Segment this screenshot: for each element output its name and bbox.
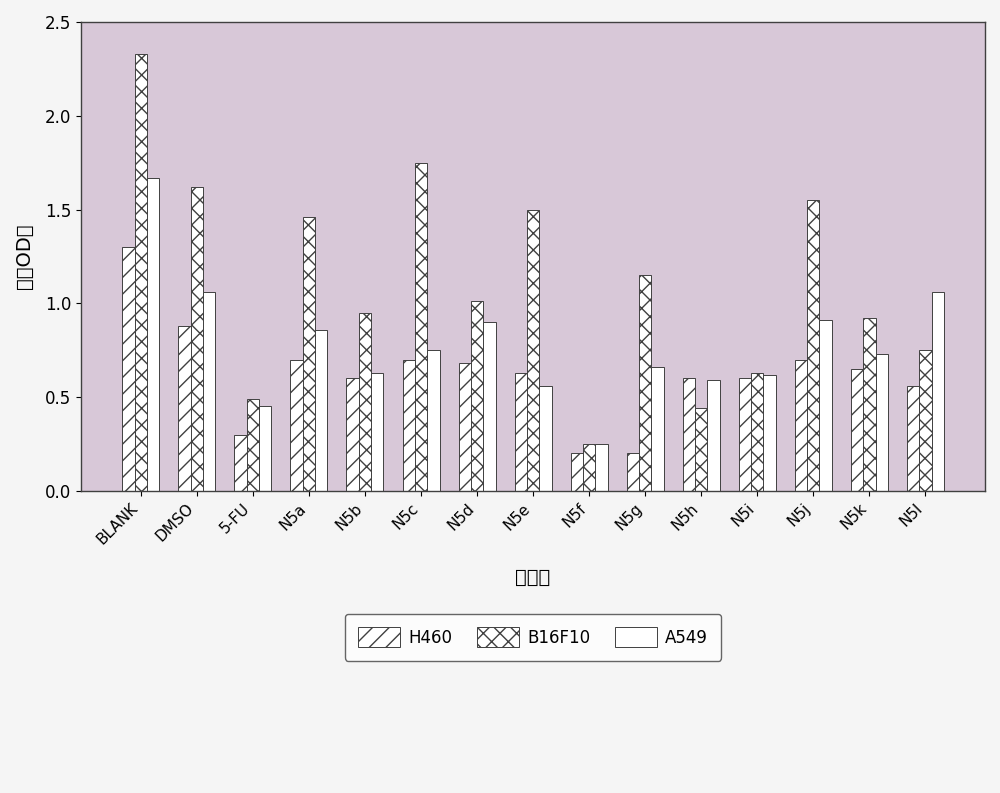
Bar <box>527 209 539 491</box>
Bar <box>147 178 159 491</box>
Bar <box>707 380 720 491</box>
Bar <box>203 292 215 491</box>
Bar <box>627 454 639 491</box>
Bar <box>751 373 763 491</box>
Bar <box>234 435 247 491</box>
Bar <box>191 187 203 491</box>
Legend: H460, B16F10, A549: H460, B16F10, A549 <box>345 614 721 661</box>
Bar <box>122 247 135 491</box>
Bar <box>359 312 371 491</box>
Bar <box>178 326 191 491</box>
Bar <box>932 292 944 491</box>
Bar <box>315 330 327 491</box>
Bar <box>651 367 664 491</box>
Bar <box>919 351 932 491</box>
Bar <box>459 363 471 491</box>
Bar <box>595 444 608 491</box>
Bar <box>639 275 651 491</box>
Bar <box>483 322 496 491</box>
Bar <box>907 386 919 491</box>
X-axis label: 化合物: 化合物 <box>515 568 551 587</box>
Bar <box>807 200 819 491</box>
Bar <box>471 301 483 491</box>
Bar <box>583 444 595 491</box>
Bar <box>290 359 303 491</box>
Bar <box>863 318 876 491</box>
Bar <box>303 217 315 491</box>
Y-axis label: 平均OD値: 平均OD値 <box>15 224 34 289</box>
Bar <box>427 351 440 491</box>
Bar <box>763 374 776 491</box>
Bar <box>739 378 751 491</box>
Bar <box>683 378 695 491</box>
Bar <box>403 359 415 491</box>
Bar <box>371 373 383 491</box>
Bar <box>695 408 707 491</box>
Bar <box>415 163 427 491</box>
Bar <box>539 386 552 491</box>
Bar <box>135 54 147 491</box>
Bar <box>346 378 359 491</box>
Bar <box>247 399 259 491</box>
Bar <box>795 359 807 491</box>
Bar <box>876 354 888 491</box>
Bar <box>259 407 271 491</box>
Bar <box>819 320 832 491</box>
Bar <box>571 454 583 491</box>
Bar <box>515 373 527 491</box>
Bar <box>851 369 863 491</box>
